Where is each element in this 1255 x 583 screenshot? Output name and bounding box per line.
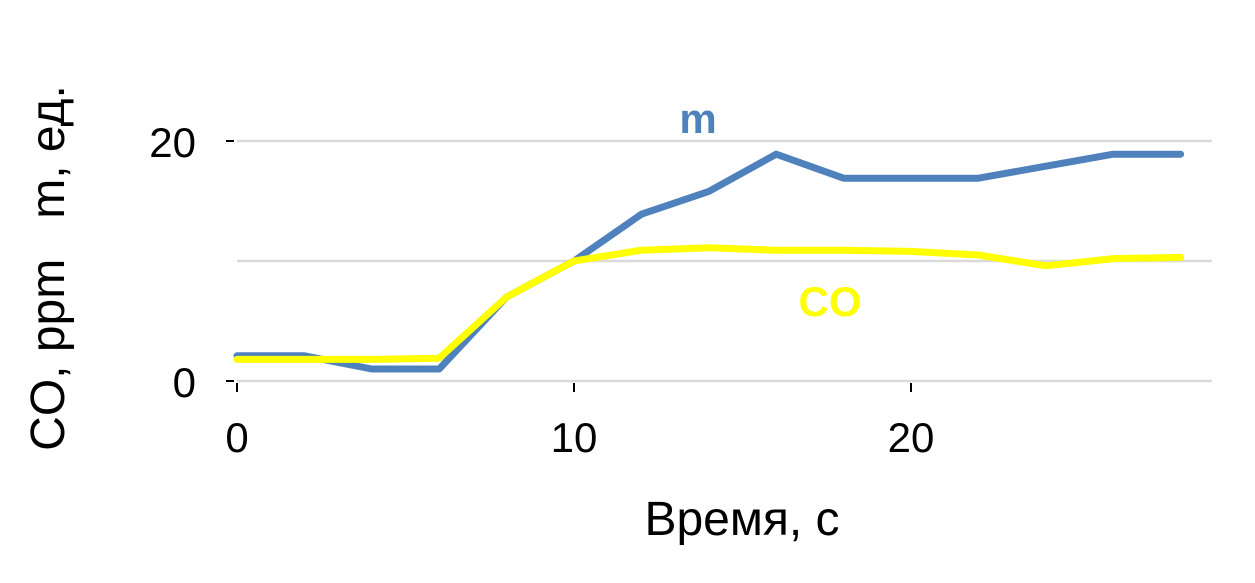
axis-layer: 0 20 0 10 20 xyxy=(149,119,934,461)
grid-layer xyxy=(237,139,1212,383)
x-tick-label-0: 0 xyxy=(225,414,248,461)
series-label-co: CO xyxy=(799,278,862,325)
series-layer xyxy=(233,150,1185,373)
series-label-m: m xyxy=(679,95,716,142)
y-axis-label: CO, ppm m, ед. xyxy=(22,85,75,451)
series-line-m xyxy=(233,150,1185,373)
series-line-co xyxy=(233,244,1185,363)
x-tick-label-10: 10 xyxy=(551,414,598,461)
y-tick-label-0: 0 xyxy=(173,359,196,406)
y-tick-label-20: 20 xyxy=(149,119,196,166)
x-tick-label-20: 20 xyxy=(888,414,935,461)
label-layer: Время, с CO, ppm m, ед. m CO xyxy=(22,85,862,546)
x-axis-label: Время, с xyxy=(644,493,839,546)
